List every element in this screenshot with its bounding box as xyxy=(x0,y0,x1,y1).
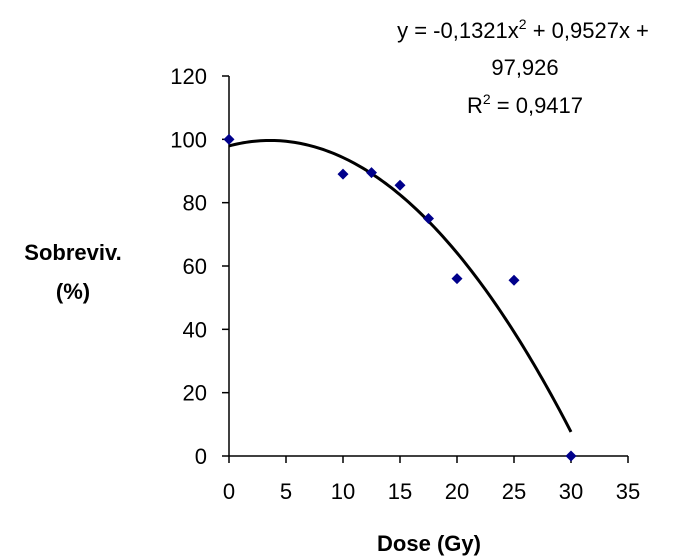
y-tick-label: 0 xyxy=(195,444,207,469)
trendline xyxy=(228,138,573,433)
x-tick-label: 20 xyxy=(445,479,469,504)
data-point xyxy=(337,168,349,180)
x-tick-label: 25 xyxy=(502,479,526,504)
data-point xyxy=(451,273,463,285)
x-axis-title: Dose (Gy) xyxy=(377,531,481,556)
data-point xyxy=(366,167,377,179)
x-tick-label: 0 xyxy=(223,479,235,504)
axes: 0 5 10 15 20 25 30 35 0 20 40 60 80 100 120 xyxy=(170,64,640,504)
y-axis-title-line1: Sobreviv. xyxy=(24,240,121,265)
y-tick-label: 100 xyxy=(170,127,207,152)
equation-rest: + 0,9527x + xyxy=(527,18,649,43)
x-tick-label: 30 xyxy=(559,479,583,504)
trendline-equation-line1: y = -0,1321x2 + 0,9527x + xyxy=(397,16,649,43)
r-squared-rest: = 0,9417 xyxy=(491,93,583,118)
r-squared-main: R xyxy=(467,93,483,118)
y-tick-label: 40 xyxy=(183,317,207,342)
trendline-equation-line2: 97,926 xyxy=(491,55,558,80)
r-squared-exponent: 2 xyxy=(483,91,491,107)
x-tick-label: 35 xyxy=(616,479,640,504)
x-ticks: 0 5 10 15 20 25 30 35 xyxy=(223,456,640,504)
equation-main: y = -0,1321x xyxy=(397,18,519,43)
y-ticks: 0 20 40 60 80 100 120 xyxy=(170,64,229,469)
data-markers xyxy=(223,133,577,462)
y-axis-title-line2: (%) xyxy=(56,279,90,304)
x-tick-label: 15 xyxy=(388,479,412,504)
y-tick-label: 120 xyxy=(170,64,207,89)
data-point xyxy=(423,213,434,224)
x-tick-label: 10 xyxy=(331,479,355,504)
data-point xyxy=(394,179,406,191)
x-tick-label: 5 xyxy=(280,479,292,504)
series xyxy=(223,133,577,462)
y-tick-label: 80 xyxy=(183,191,207,216)
r-squared-label: R2 = 0,9417 xyxy=(467,91,583,118)
equation-exponent: 2 xyxy=(519,16,527,32)
y-tick-label: 60 xyxy=(183,254,207,279)
data-point xyxy=(223,133,235,145)
y-tick-label: 20 xyxy=(183,381,207,406)
data-point xyxy=(565,450,577,462)
data-point xyxy=(508,274,520,286)
